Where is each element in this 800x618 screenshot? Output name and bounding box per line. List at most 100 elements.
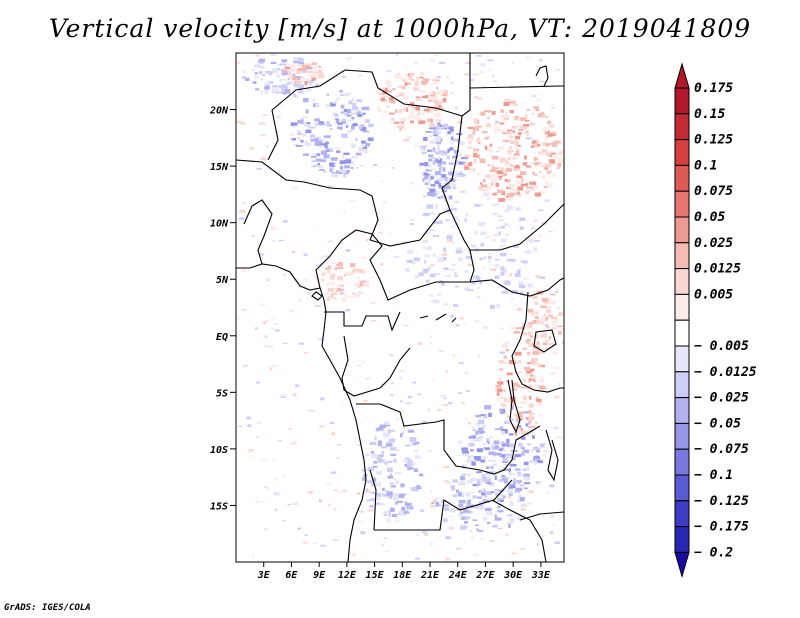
border-east-2 — [491, 499, 547, 562]
velocity-speck — [529, 395, 532, 400]
velocity-speck — [507, 193, 511, 196]
velocity-speck — [464, 516, 471, 519]
velocity-speck — [488, 260, 492, 262]
border-east-top — [469, 85, 564, 89]
velocity-speck — [419, 76, 424, 79]
velocity-speck — [511, 386, 518, 391]
velocity-speck — [443, 397, 447, 400]
velocity-speck — [272, 85, 278, 88]
velocity-speck — [427, 408, 431, 412]
velocity-speck — [311, 165, 316, 168]
velocity-speck — [428, 266, 432, 270]
velocity-speck — [480, 111, 486, 116]
velocity-speck — [336, 287, 342, 292]
velocity-speck — [525, 56, 532, 59]
velocity-speck — [527, 389, 533, 392]
longitude-axis: 3E 6E 9E 12E 15E 18E 21E 24E 27E 30E 33E — [257, 562, 551, 581]
velocity-speck — [298, 138, 302, 143]
velocity-speck — [506, 380, 510, 383]
velocity-speck — [403, 325, 409, 327]
velocity-speck — [447, 240, 452, 243]
velocity-speck — [500, 109, 505, 113]
velocity-speck — [473, 159, 477, 164]
lon-tick-label: 24E — [448, 570, 468, 581]
velocity-speck — [307, 292, 311, 294]
velocity-speck — [550, 317, 558, 319]
velocity-speck — [493, 122, 497, 126]
velocity-speck — [462, 453, 469, 457]
velocity-speck — [513, 478, 516, 483]
velocity-speck — [507, 157, 511, 161]
velocity-speck — [292, 441, 298, 445]
velocity-speck — [413, 441, 420, 445]
velocity-speck — [439, 350, 445, 352]
velocity-speck — [441, 256, 447, 261]
velocity-speck — [498, 167, 505, 172]
velocity-speck — [531, 112, 535, 115]
colorbar-label: − 0.175 — [694, 520, 749, 535]
velocity-speck — [419, 96, 425, 98]
velocity-speck — [264, 89, 268, 94]
velocity-speck — [544, 339, 550, 342]
velocity-speck — [389, 438, 396, 443]
velocity-speck — [549, 484, 555, 488]
velocity-speck — [430, 140, 435, 144]
velocity-speck — [505, 195, 512, 198]
velocity-speck — [521, 178, 524, 183]
velocity-speck — [508, 484, 514, 489]
velocity-speck — [257, 421, 261, 424]
velocity-speck — [497, 189, 504, 193]
velocity-speck — [383, 511, 390, 515]
colorbar-label: − 0.125 — [694, 494, 749, 509]
velocity-speck — [381, 543, 385, 547]
velocity-speck — [336, 97, 340, 100]
velocity-speck — [502, 268, 508, 273]
velocity-speck — [445, 536, 451, 540]
velocity-speck — [474, 553, 479, 556]
velocity-speck — [442, 100, 447, 104]
velocity-speck — [323, 144, 327, 148]
velocity-speck — [420, 509, 424, 512]
velocity-speck — [531, 295, 538, 300]
velocity-speck — [427, 163, 432, 168]
velocity-speck — [488, 459, 496, 462]
velocity-speck — [251, 69, 255, 72]
border-central-1 — [315, 229, 564, 301]
velocity-speck — [471, 536, 474, 539]
velocity-speck — [554, 396, 560, 399]
velocity-speck — [475, 437, 482, 442]
velocity-speck — [360, 124, 365, 127]
velocity-speck — [431, 502, 435, 505]
velocity-speck — [377, 97, 384, 101]
velocity-speck — [538, 163, 545, 168]
velocity-speck — [470, 439, 478, 441]
velocity-speck — [531, 357, 538, 361]
velocity-speck — [386, 467, 393, 472]
velocity-speck — [518, 425, 522, 428]
velocity-speck — [391, 514, 398, 518]
velocity-speck — [315, 64, 319, 69]
velocity-speck — [389, 447, 397, 451]
velocity-speck — [498, 377, 502, 380]
velocity-speck — [476, 480, 480, 485]
velocity-speck — [538, 402, 543, 407]
velocity-speck — [298, 299, 301, 302]
velocity-speck — [425, 95, 428, 98]
velocity-speck — [406, 402, 412, 404]
velocity-speck — [474, 230, 478, 236]
velocity-speck — [378, 459, 385, 463]
velocity-speck — [409, 102, 413, 105]
velocity-speck — [266, 145, 270, 149]
velocity-speck — [558, 328, 564, 331]
velocity-speck — [442, 93, 448, 97]
velocity-speck — [445, 178, 448, 182]
velocity-speck — [456, 490, 462, 494]
velocity-speck — [449, 147, 454, 151]
velocity-speck — [463, 154, 470, 158]
velocity-speck — [437, 196, 443, 199]
velocity-speck — [501, 225, 506, 229]
border-north-1 — [271, 69, 463, 189]
velocity-speck — [334, 489, 338, 491]
velocity-speck — [436, 119, 442, 122]
velocity-speck — [507, 443, 510, 447]
